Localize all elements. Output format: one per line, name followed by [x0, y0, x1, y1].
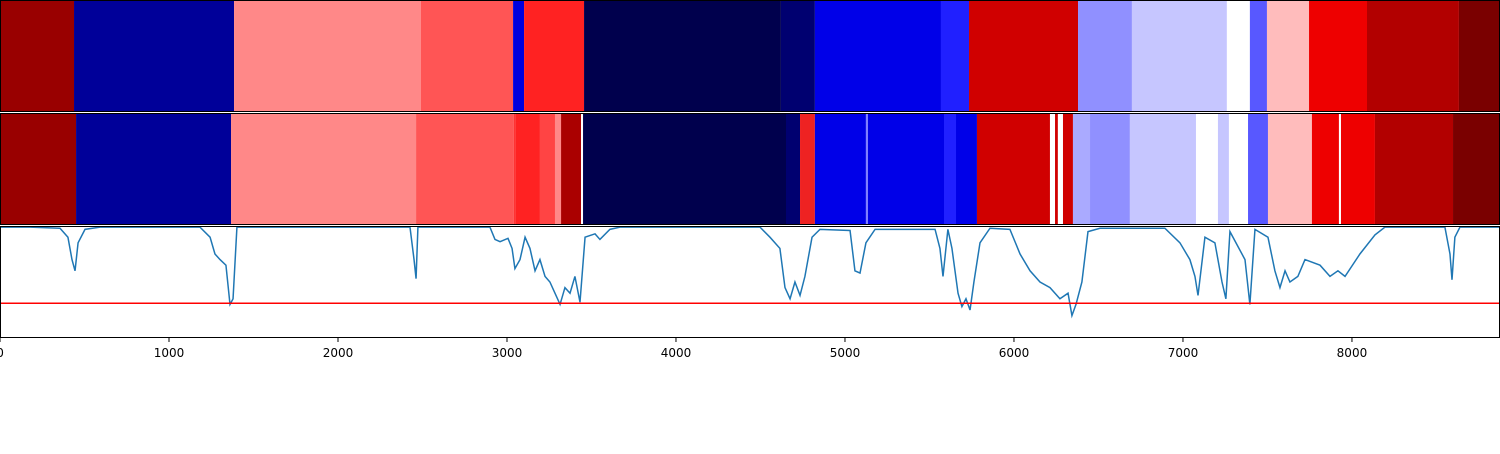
segment [515, 113, 540, 225]
segment [1228, 113, 1249, 225]
segment [1226, 0, 1250, 112]
segment [1129, 113, 1196, 225]
x-tick-label: 3000 [492, 346, 523, 360]
segment [1311, 113, 1339, 225]
segment [1055, 113, 1058, 225]
segment [583, 113, 786, 225]
segment [74, 0, 235, 112]
segment [1267, 113, 1312, 225]
segment [1062, 113, 1073, 225]
segment [1374, 113, 1454, 225]
segment [420, 0, 514, 112]
segment [1195, 113, 1218, 225]
segment [416, 113, 514, 225]
segment [513, 113, 516, 225]
segment [1057, 113, 1063, 225]
segment [940, 0, 970, 112]
segment [814, 113, 866, 225]
x-tick-label: 1000 [154, 346, 185, 360]
segment [581, 113, 584, 225]
segment [800, 113, 815, 225]
segment [1309, 0, 1368, 112]
segment [976, 113, 1050, 225]
x-tick-label: 4000 [661, 346, 692, 360]
segment [0, 0, 75, 112]
segment [231, 113, 417, 225]
segment [1340, 113, 1375, 225]
segment [969, 0, 1079, 112]
line [0, 226, 1500, 319]
x-tick-label: 7000 [1168, 346, 1199, 360]
segment [1338, 113, 1341, 225]
segment [1090, 113, 1130, 225]
segment [584, 0, 781, 112]
segment [1248, 113, 1268, 225]
segment [1078, 0, 1132, 112]
segment [1217, 113, 1229, 225]
segment [524, 0, 585, 112]
segment [1131, 0, 1227, 112]
frame [0, 226, 1500, 338]
segment [561, 113, 582, 225]
x-tick-label: 6000 [999, 346, 1030, 360]
segment [513, 0, 525, 112]
x-tick-label: 0 [0, 346, 4, 360]
segment [554, 113, 562, 225]
segment [1072, 113, 1091, 225]
segment [956, 113, 977, 225]
segment [1249, 0, 1267, 112]
segment [1266, 0, 1310, 112]
segment [234, 0, 421, 112]
segment [1049, 113, 1056, 225]
segment [0, 113, 77, 225]
segment [1458, 0, 1500, 112]
segment [1453, 113, 1500, 225]
segment [76, 113, 232, 225]
segment [814, 0, 941, 112]
x-tick-label: 5000 [830, 346, 861, 360]
segment [780, 0, 815, 112]
segment [539, 113, 555, 225]
segment [944, 113, 957, 225]
segment [785, 113, 801, 225]
segment [1367, 0, 1459, 112]
segment [867, 113, 945, 225]
segment [865, 113, 868, 225]
x-tick-label: 8000 [1337, 346, 1368, 360]
x-tick-label: 2000 [323, 346, 354, 360]
